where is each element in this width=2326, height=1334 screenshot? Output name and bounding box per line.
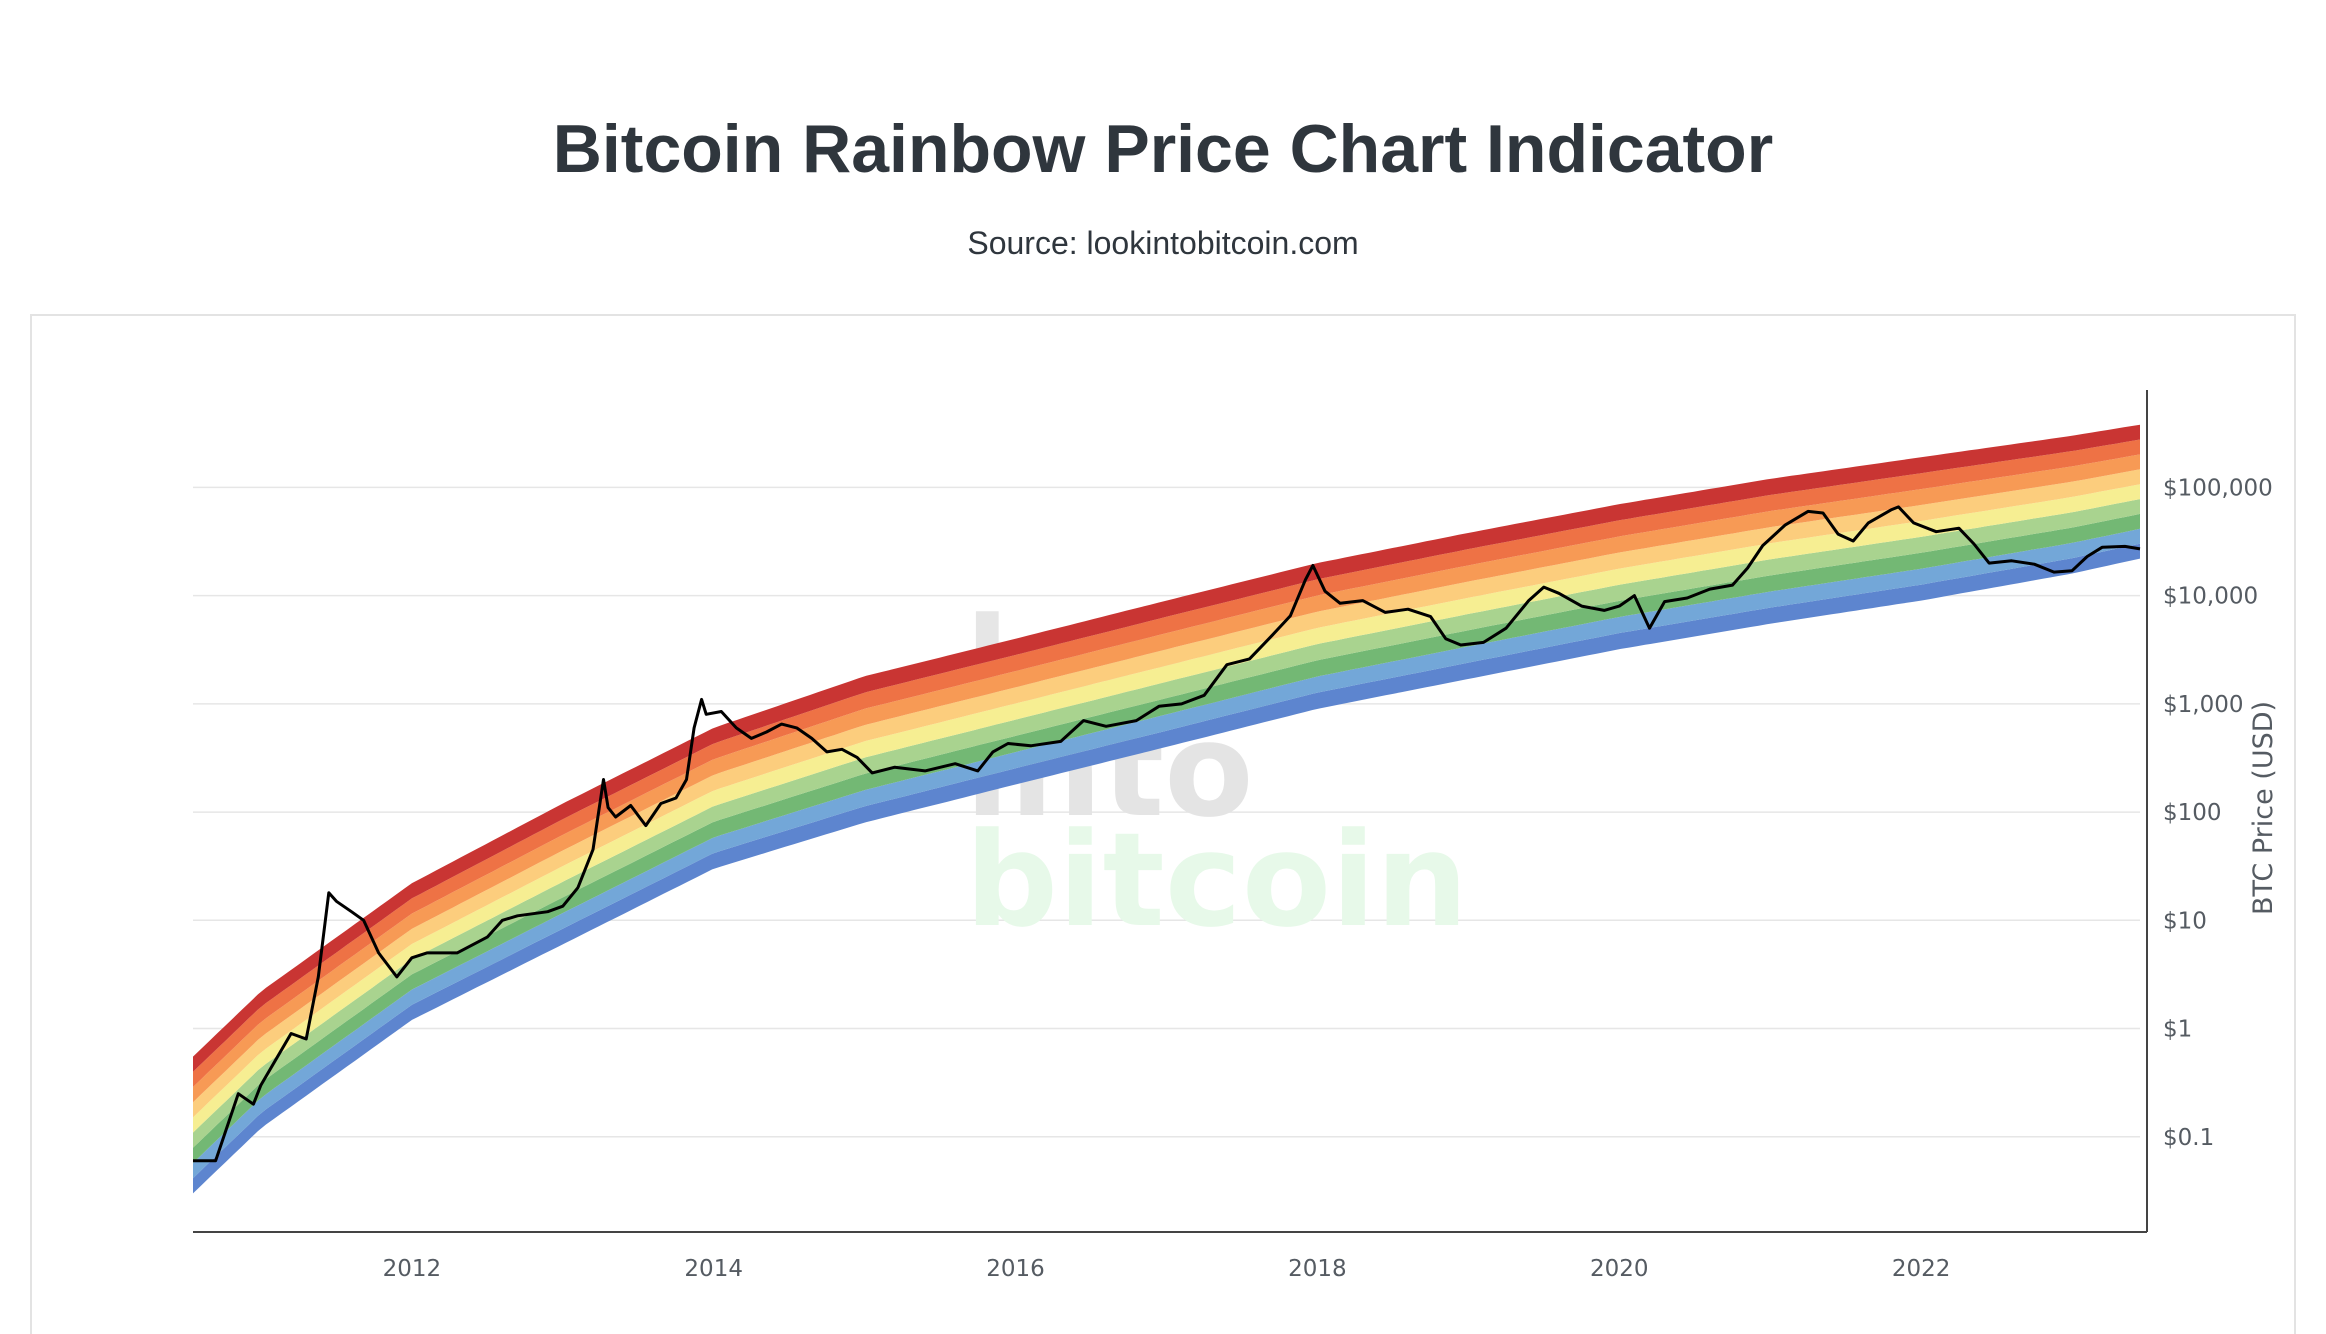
y-tick-label: $100,000 — [2163, 475, 2273, 501]
x-tick-label: 2020 — [1590, 1256, 1649, 1282]
y-tick-label: $1,000 — [2163, 692, 2243, 718]
x-tick-label: 2018 — [1288, 1256, 1347, 1282]
x-tick-label: 2012 — [383, 1256, 442, 1282]
chart-title: Bitcoin Rainbow Price Chart Indicator — [552, 111, 1774, 187]
y-tick-label: $1 — [2163, 1017, 2192, 1043]
y-tick-label: $10,000 — [2163, 584, 2258, 610]
chart-subtitle: Source: lookintobitcoin.com — [967, 225, 1359, 261]
x-tick-label: 2016 — [986, 1256, 1045, 1282]
price-series — [193, 505, 2141, 1163]
price-line-1 — [193, 505, 2141, 1163]
x-tick-label: 2022 — [1892, 1256, 1951, 1282]
chart-panel — [30, 314, 2296, 1334]
watermark-line-3: bitcoin — [965, 804, 1468, 956]
x-tick-label: 2014 — [684, 1256, 743, 1282]
y-tick-label: $0.1 — [2163, 1125, 2214, 1151]
y-tick-label: $100 — [2163, 800, 2222, 826]
y-axis-ticks: $0.1 $1 $10 $100 $1,000 $10,000 $100,000 — [2163, 475, 2273, 1150]
axes — [193, 390, 2148, 1233]
y-tick-label: $10 — [2163, 908, 2207, 934]
x-axis-ticks: 2012 2014 2016 2018 2020 2022 — [383, 1256, 1951, 1282]
y-axis-title: BTC Price (USD) — [2248, 701, 2279, 915]
